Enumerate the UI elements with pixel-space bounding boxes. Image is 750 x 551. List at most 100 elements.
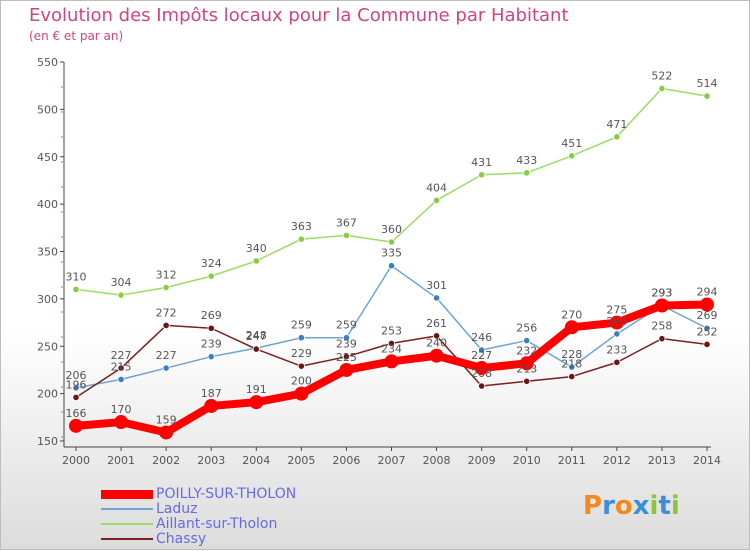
data-label: 228 [561,348,582,361]
data-label: 187 [201,387,222,400]
data-label: 191 [246,383,267,396]
data-label: 247 [246,330,267,343]
data-point [432,196,441,204]
chart-title: Evolution des Impôts locaux pour la Comm… [29,5,569,26]
data-point [387,262,396,270]
data-label: 363 [291,220,312,233]
data-label: 301 [426,279,447,292]
data-label: 263 [606,315,627,328]
data-label: 208 [471,367,492,380]
data-label: 324 [201,257,222,270]
data-point [162,321,170,330]
logo-letter: r [602,491,615,521]
data-point [432,332,441,340]
data-point [568,372,576,381]
data-point [564,320,579,335]
x-tick-label: 2009 [468,454,496,467]
y-tick-label: 300 [37,293,58,306]
data-point [658,84,666,93]
data-point [162,283,170,292]
data-label: 360 [381,223,402,236]
data-point [387,339,396,348]
data-label: 367 [336,216,357,229]
data-label: 270 [561,308,582,321]
x-tick-label: 2014 [693,454,721,467]
data-label: 213 [516,362,537,375]
legend-swatch-laduz [101,508,153,510]
data-label: 261 [426,317,447,330]
legend-label-aillant: Aillant-sur-Tholon [156,516,278,532]
legend-label-laduz: Laduz [156,501,198,517]
legend-item-aillant: Aillant-sur-Tholon [101,516,277,532]
data-label: 252 [697,325,718,338]
data-point [478,346,486,354]
data-label: 293 [651,287,672,300]
x-tick-label: 2002 [152,454,180,467]
data-point [613,330,621,338]
data-label: 232 [516,344,537,357]
data-point [297,235,305,243]
data-label: 294 [697,286,718,299]
data-label: 514 [697,77,718,90]
data-point [342,353,351,361]
x-tick-label: 2011 [558,454,586,467]
data-point [384,354,399,369]
x-tick-label: 2007 [378,454,406,467]
data-label: 272 [156,306,177,319]
data-label: 433 [516,154,537,167]
data-point [700,297,714,312]
data-point [703,324,711,332]
data-label: 258 [651,320,672,333]
data-point [114,415,129,430]
data-label: 471 [606,118,627,131]
data-point [72,285,80,293]
data-point [609,315,624,330]
data-label: 259 [336,319,357,332]
data-label: 159 [156,413,177,426]
data-label: 166 [66,407,87,420]
data-label: 239 [336,338,357,351]
data-label: 218 [561,358,582,371]
x-tick-label: 2004 [242,454,270,467]
data-point [72,384,80,392]
data-label: 239 [201,338,222,351]
data-label: 431 [471,156,492,169]
legend-swatch-poilly [101,489,153,499]
data-point [117,375,125,384]
data-label: 304 [111,276,132,289]
data-label: 340 [246,242,267,255]
data-point [613,358,621,366]
data-label: 335 [381,247,402,260]
legend-label-poilly: POILLY-SUR-THOLON [156,486,297,502]
x-tick-label: 2005 [287,454,315,467]
data-label: 170 [111,403,132,416]
data-point [703,92,711,100]
data-label: 234 [381,342,402,355]
data-point [117,291,125,299]
proxiti-logo: Proxiti [583,491,680,521]
x-tick-label: 2001 [107,454,135,467]
data-label: 451 [561,137,582,150]
data-label: 227 [471,349,492,362]
data-point [117,364,125,372]
data-point [297,334,305,342]
y-tick-label: 400 [37,198,58,211]
data-label: 522 [651,70,672,83]
x-tick-label: 2006 [332,454,360,467]
data-point [613,133,621,141]
data-point [342,334,351,342]
data-point [342,231,351,239]
data-label: 229 [291,347,312,360]
y-tick-label: 250 [37,340,58,353]
data-label: 227 [111,349,132,362]
y-tick-label: 150 [37,435,58,448]
data-point [432,294,441,302]
data-label: 227 [156,349,177,362]
legend-swatch-aillant [101,523,153,525]
x-tick-label: 2003 [197,454,225,467]
logo-letter: P [583,491,603,521]
logo-letter: x [632,491,650,521]
data-point [249,395,264,410]
